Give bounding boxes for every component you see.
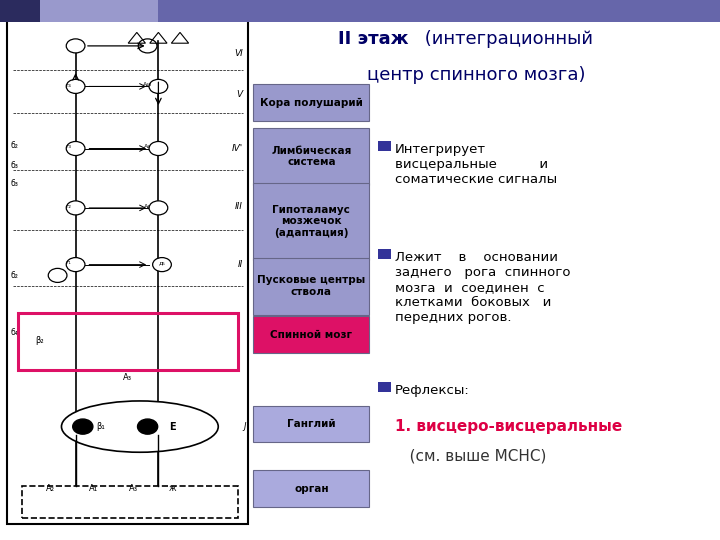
Text: VI: VI: [234, 50, 243, 58]
Circle shape: [153, 258, 171, 272]
Text: Рефлексы:: Рефлексы:: [395, 384, 469, 397]
Text: II этаж: II этаж: [338, 30, 409, 48]
Circle shape: [66, 79, 85, 93]
Text: Ганглий: Ганглий: [287, 419, 336, 429]
Text: Пусковые центры
ствола: Пусковые центры ствола: [257, 275, 366, 297]
Text: β₁: β₁: [96, 422, 105, 431]
Text: г₃: г₃: [66, 144, 71, 150]
Circle shape: [138, 419, 158, 434]
Circle shape: [149, 141, 168, 156]
Text: Кора полушарий: Кора полушарий: [260, 98, 363, 107]
Circle shape: [149, 201, 168, 215]
Text: г₄: г₄: [66, 83, 71, 88]
Circle shape: [138, 39, 157, 53]
FancyBboxPatch shape: [253, 258, 369, 315]
Circle shape: [66, 39, 85, 53]
Text: A₃: A₃: [129, 484, 138, 493]
Circle shape: [66, 201, 85, 215]
FancyBboxPatch shape: [0, 0, 40, 22]
FancyBboxPatch shape: [253, 183, 369, 260]
Text: центр спинного мозга): центр спинного мозга): [367, 66, 585, 84]
Text: IV': IV': [231, 144, 243, 153]
Text: б₂: б₂: [10, 271, 18, 280]
Circle shape: [73, 419, 93, 434]
Text: A₃: A₃: [123, 374, 132, 382]
FancyBboxPatch shape: [378, 249, 391, 259]
Text: (см. выше МСНС): (см. выше МСНС): [395, 448, 546, 463]
Circle shape: [66, 141, 85, 156]
FancyBboxPatch shape: [378, 141, 391, 151]
FancyBboxPatch shape: [158, 0, 720, 22]
FancyBboxPatch shape: [253, 128, 369, 185]
Text: б₂: б₂: [10, 141, 18, 150]
Circle shape: [66, 258, 85, 272]
Text: б₃: б₃: [10, 179, 18, 188]
FancyBboxPatch shape: [253, 406, 369, 442]
Circle shape: [48, 268, 67, 282]
Text: Лимбическая
система: Лимбическая система: [271, 146, 351, 167]
Text: г₂: г₂: [66, 204, 71, 210]
Text: д₅: д₅: [158, 260, 166, 266]
FancyBboxPatch shape: [378, 382, 391, 392]
Text: E: E: [169, 422, 176, 431]
Text: орган: орган: [294, 484, 329, 494]
Text: III: III: [235, 202, 243, 211]
FancyBboxPatch shape: [22, 486, 238, 518]
Text: Гипоталамус
мозжечок
(адаптация): Гипоталамус мозжечок (адаптация): [272, 205, 351, 238]
Text: A₁: A₁: [89, 484, 98, 493]
FancyBboxPatch shape: [253, 316, 369, 353]
Text: А₃: А₃: [144, 144, 151, 150]
Text: V: V: [236, 90, 243, 99]
Text: II: II: [238, 260, 243, 269]
Text: ж: ж: [169, 484, 176, 493]
Text: A₂: A₂: [46, 484, 55, 493]
Text: J: J: [243, 422, 246, 431]
Text: б₃: б₃: [10, 161, 18, 170]
FancyBboxPatch shape: [40, 0, 158, 22]
FancyBboxPatch shape: [253, 470, 369, 507]
Ellipse shape: [61, 401, 218, 453]
Circle shape: [149, 79, 168, 93]
Text: Интегрирует
висцеральные          и
соматические сигналы: Интегрирует висцеральные и соматические …: [395, 143, 557, 186]
FancyBboxPatch shape: [7, 19, 248, 524]
Text: Спинной мозг: Спинной мозг: [271, 330, 352, 340]
Text: β₂: β₂: [35, 336, 44, 345]
FancyBboxPatch shape: [253, 84, 369, 121]
Text: б₄: б₄: [10, 328, 18, 336]
Text: А₂₈: А₂₈: [143, 82, 152, 87]
Text: г₁: г₁: [66, 260, 71, 266]
Text: (интеграционный: (интеграционный: [419, 30, 593, 48]
Text: Лежит    в    основании
заднего   рога  спинного
мозга  и  соединен  с
клетками : Лежит в основании заднего рога спинного …: [395, 251, 570, 324]
Text: 1. висцеро-висцеральные: 1. висцеро-висцеральные: [395, 418, 622, 434]
Text: А₄: А₄: [144, 204, 151, 210]
